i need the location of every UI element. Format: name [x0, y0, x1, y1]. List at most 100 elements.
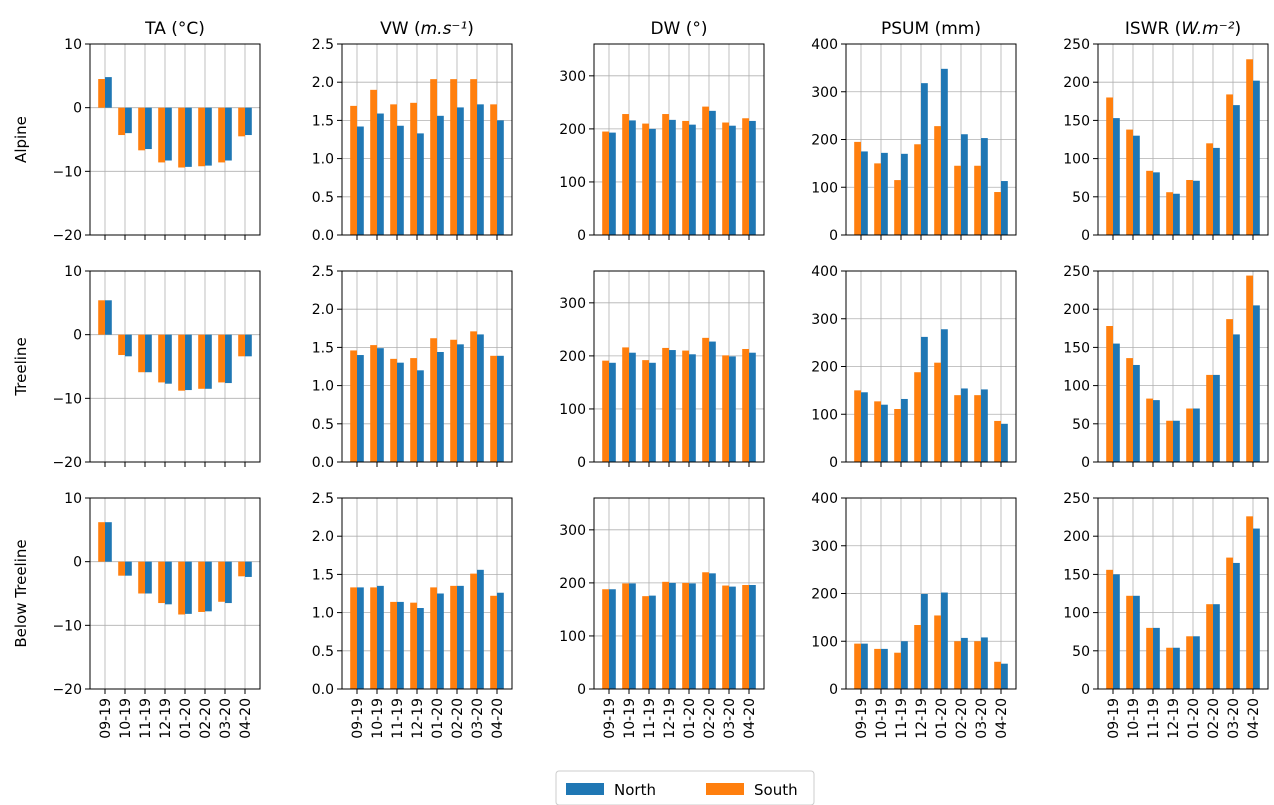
bar-north-10-19 [125, 107, 132, 134]
x-tick-label: 03-20 [218, 698, 234, 739]
bar-south-12-19 [158, 107, 165, 163]
x-tick-label: 04-20 [742, 698, 758, 739]
bar-south-04-20 [1246, 516, 1253, 689]
y-tick-label: 200 [811, 587, 838, 603]
bar-south-09-19 [98, 79, 105, 108]
bar-north-11-19 [901, 641, 908, 689]
legend-label-south: South [754, 781, 798, 799]
bar-south-02-20 [954, 165, 961, 235]
y-tick-label: 200 [811, 360, 838, 376]
bar-north-01-20 [437, 351, 444, 462]
bar-north-03-20 [981, 637, 988, 689]
bar-south-11-19 [642, 123, 649, 235]
bar-north-01-20 [1193, 636, 1200, 689]
bar-north-01-20 [437, 593, 444, 689]
y-tick-label: 0.0 [312, 455, 334, 471]
x-tick-label: 11-19 [138, 698, 154, 739]
bar-north-04-20 [1001, 423, 1008, 462]
bar-south-09-19 [602, 131, 609, 235]
y-tick-label: 2.5 [312, 491, 334, 507]
bar-north-02-20 [961, 388, 968, 462]
y-tick-label: 200 [1063, 75, 1090, 91]
bar-north-12-19 [669, 582, 676, 689]
bar-south-01-20 [430, 79, 437, 235]
bar-south-10-19 [370, 587, 377, 689]
bar-north-02-20 [961, 134, 968, 235]
panel-grid: −20 −10 0 10 TA (°C) 0.0 0.5 1.0 1.5 2.0 2.5 VW (m.… [52, 19, 1269, 739]
bar-south-02-20 [702, 106, 709, 235]
bar-north-10-19 [881, 152, 888, 235]
bar-north-12-19 [1173, 647, 1180, 689]
bar-north-10-19 [629, 120, 636, 235]
bar-south-09-19 [602, 360, 609, 462]
bar-north-12-19 [165, 561, 172, 605]
y-tick-label: 0 [577, 228, 586, 244]
bar-south-12-19 [914, 625, 921, 689]
bar-south-09-19 [854, 643, 861, 689]
axes-frame [341, 43, 513, 236]
bar-north-10-19 [377, 113, 384, 235]
y-tick-label: 200 [1063, 302, 1090, 318]
axes-frame [89, 497, 261, 690]
bar-north-10-19 [1133, 135, 1140, 235]
x-tick-label: 01-20 [1186, 698, 1202, 739]
row-label: Below Treeline [12, 539, 30, 647]
x-tick-label: 01-20 [934, 698, 950, 739]
bar-south-11-19 [1146, 170, 1153, 235]
y-tick-label: 250 [1063, 264, 1090, 280]
x-tick-label: 04-20 [994, 698, 1010, 739]
axes-frame [593, 43, 765, 236]
y-tick-label: 0.0 [312, 228, 334, 244]
axes-frame [1097, 43, 1269, 236]
bar-south-10-19 [370, 89, 377, 235]
bar-north-11-19 [397, 601, 404, 689]
bar-north-04-20 [749, 585, 756, 689]
bar-south-11-19 [894, 180, 901, 235]
bar-south-10-19 [874, 401, 881, 462]
bar-south-01-20 [178, 334, 185, 391]
y-tick-label: 2.5 [312, 37, 334, 53]
panel-psum-treeline: 0 100 200 300 400 [811, 264, 1017, 471]
bar-south-03-20 [1226, 94, 1233, 235]
bar-north-04-20 [245, 334, 252, 357]
bar-north-04-20 [497, 592, 504, 689]
y-tick-label: 250 [1063, 37, 1090, 53]
x-tick-label: 04-20 [1246, 698, 1262, 739]
bar-north-01-20 [1193, 408, 1200, 462]
bar-south-12-19 [1166, 192, 1173, 235]
y-tick-label: 100 [1063, 606, 1090, 622]
legend-label-north: North [614, 781, 656, 799]
bar-south-04-20 [238, 107, 245, 137]
legend-swatch-north [566, 783, 604, 795]
bar-north-09-19 [357, 126, 364, 235]
bar-south-12-19 [914, 144, 921, 235]
x-tick-label: 03-20 [974, 698, 990, 739]
bar-south-04-20 [994, 192, 1001, 235]
y-tick-label: −10 [52, 618, 82, 634]
bar-north-11-19 [145, 334, 152, 373]
bar-south-09-19 [854, 141, 861, 235]
bar-south-03-20 [1226, 557, 1233, 689]
bar-north-03-20 [225, 107, 232, 161]
bar-north-04-20 [1001, 663, 1008, 689]
bar-north-02-20 [457, 344, 464, 462]
bar-south-03-20 [722, 122, 729, 235]
y-tick-label: 1.0 [312, 606, 334, 622]
bar-south-09-19 [1106, 326, 1113, 462]
axes-frame [1097, 497, 1269, 690]
bar-south-10-19 [118, 334, 125, 356]
y-tick-label: 50 [1072, 417, 1090, 433]
bar-south-10-19 [118, 561, 125, 576]
bar-south-03-20 [218, 107, 225, 163]
bar-south-09-19 [350, 587, 357, 689]
y-tick-label: 0.5 [312, 417, 334, 433]
x-tick-label: 12-19 [410, 698, 426, 739]
y-tick-label: −10 [52, 164, 82, 180]
bar-south-02-20 [1206, 604, 1213, 689]
bar-north-03-20 [981, 138, 988, 235]
bar-north-10-19 [377, 585, 384, 689]
bar-south-11-19 [138, 107, 145, 151]
bar-south-04-20 [994, 420, 1001, 462]
bar-south-11-19 [138, 561, 145, 594]
